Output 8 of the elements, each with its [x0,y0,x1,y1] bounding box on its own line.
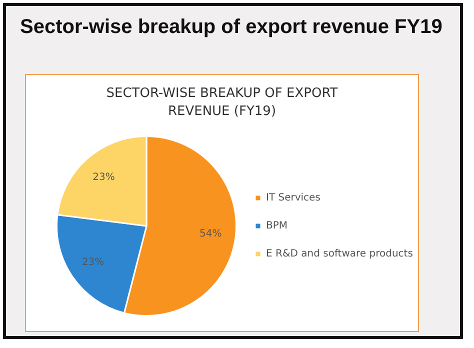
chart-subtitle: SECTOR-WISE BREAKUP OF EXPORT REVENUE (FY19) [105,85,339,121]
legend-label: BPM [266,220,288,232]
data-label: 54% [199,228,222,240]
data-label: 23% [82,256,104,268]
legend-label: E R&D and software products [266,248,413,260]
data-label: 23% [92,172,115,184]
legend-label: IT Services [266,192,320,204]
chart-title: Sector-wise breakup of export revenue FY19 [20,16,442,39]
